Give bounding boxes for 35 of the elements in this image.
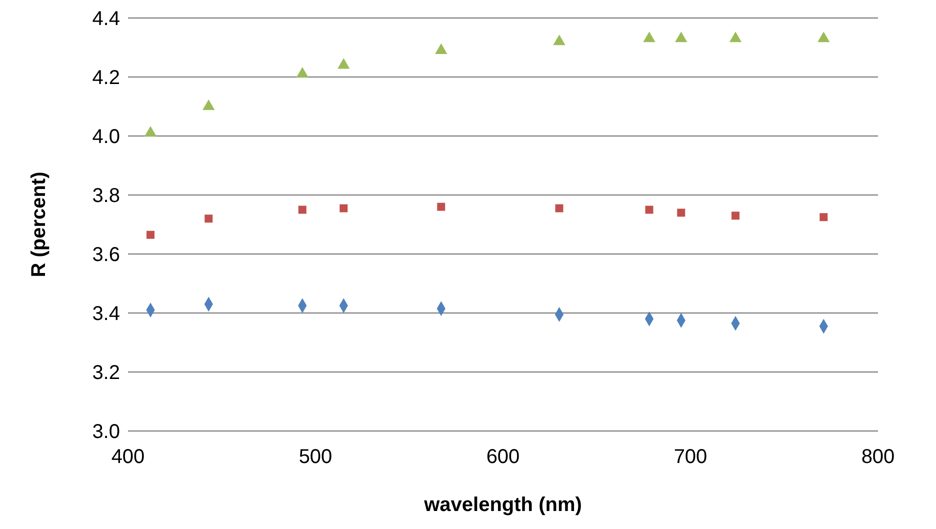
x-tick-label: 600 bbox=[486, 446, 520, 468]
y-tick-label: 3.2 bbox=[92, 362, 120, 384]
point bbox=[340, 204, 348, 212]
point bbox=[146, 230, 154, 239]
point bbox=[204, 214, 213, 223]
point bbox=[645, 206, 654, 214]
x-tick-label: 700 bbox=[674, 446, 708, 468]
point bbox=[732, 212, 740, 220]
y-tick-label: 3.8 bbox=[92, 185, 120, 208]
y-tick-label: 3.6 bbox=[92, 244, 120, 266]
point bbox=[643, 32, 656, 42]
point bbox=[338, 58, 350, 69]
point bbox=[298, 206, 306, 214]
point bbox=[202, 99, 215, 110]
point bbox=[555, 204, 564, 212]
y-tick-label: 4.2 bbox=[92, 67, 120, 90]
point bbox=[729, 32, 742, 42]
y-tick-label: 4.0 bbox=[92, 126, 120, 148]
x-tick-label: 400 bbox=[111, 446, 145, 468]
point bbox=[296, 67, 308, 78]
point bbox=[435, 43, 448, 54]
y-tick-label: 3.4 bbox=[92, 303, 120, 326]
x-tick-label: 500 bbox=[298, 446, 332, 468]
y-axis-title: R (percent) bbox=[28, 172, 50, 278]
point bbox=[553, 34, 566, 46]
point bbox=[820, 213, 828, 222]
y-tick-label: 3.0 bbox=[92, 421, 120, 444]
point bbox=[818, 32, 830, 42]
x-axis-title: wavelength (nm) bbox=[423, 494, 582, 516]
x-tick-label: 800 bbox=[861, 446, 895, 468]
point bbox=[677, 208, 686, 217]
point bbox=[144, 126, 157, 137]
y-tick-label: 4.4 bbox=[92, 8, 120, 30]
point bbox=[675, 32, 688, 42]
point bbox=[437, 202, 446, 211]
